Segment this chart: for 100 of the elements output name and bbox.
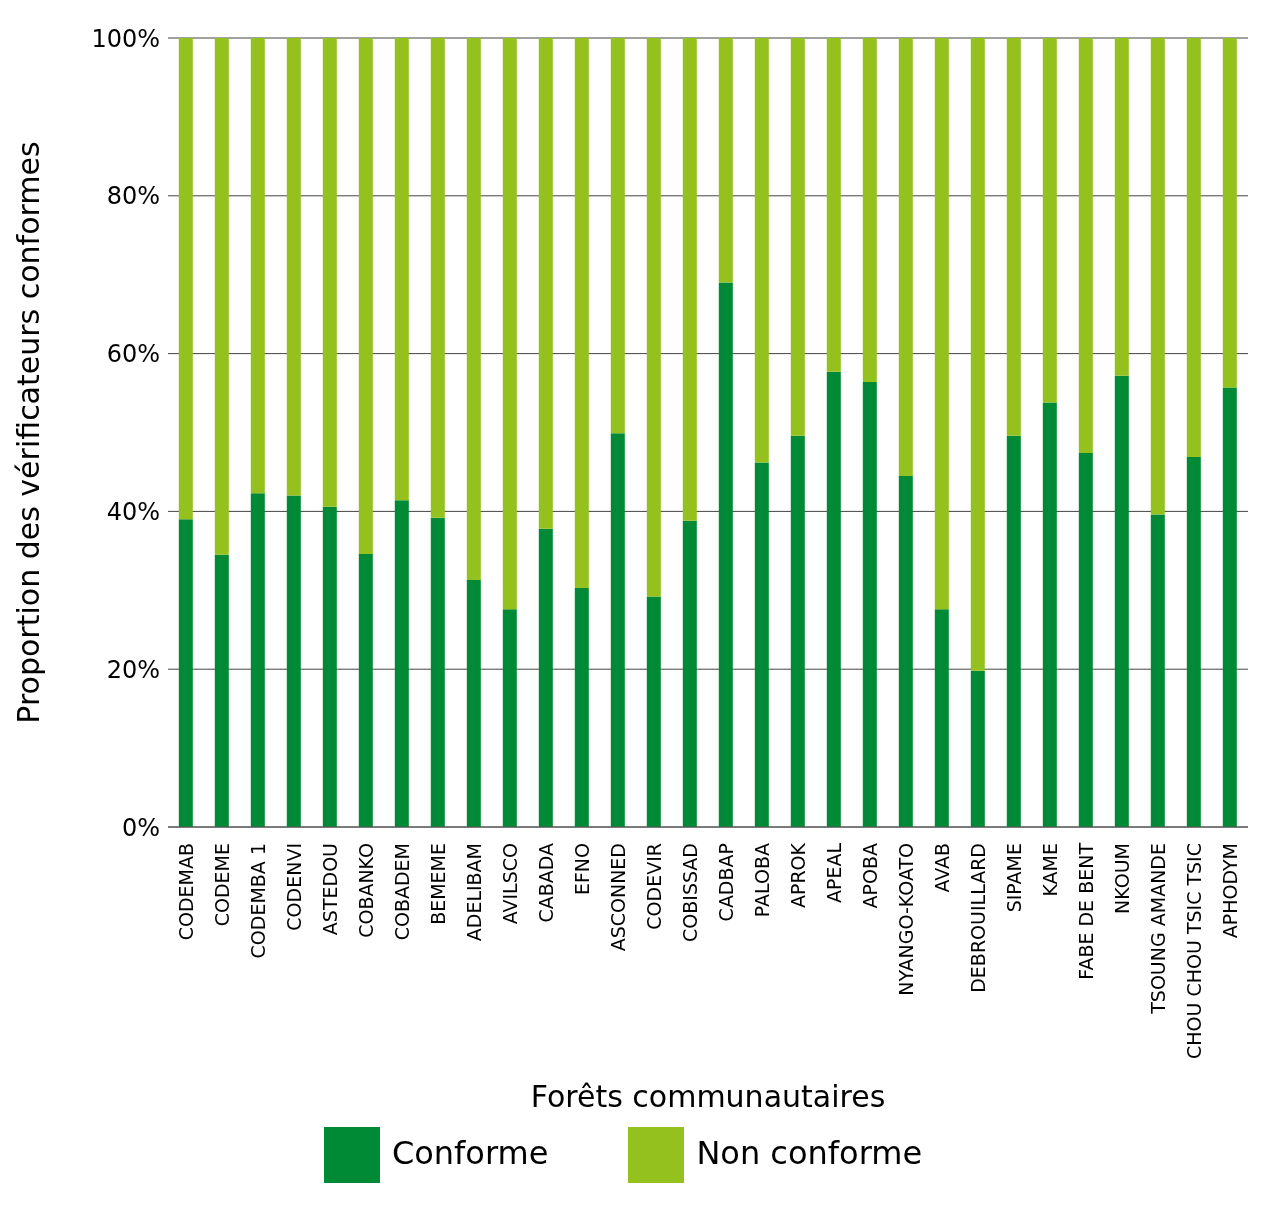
y-tick-label: 60%: [106, 340, 160, 369]
bar: [250, 493, 265, 827]
legend-label: Non conforme: [696, 1134, 923, 1172]
x-tick-label: ASCONNED: [607, 843, 629, 952]
x-axis-title: Forêts communautaires: [530, 1079, 886, 1114]
bar: [754, 38, 769, 463]
x-tick-label: NKOUM: [1111, 843, 1133, 914]
x-tick-label: CODEMAB: [175, 843, 197, 941]
bar: [1150, 514, 1165, 827]
bar: [1078, 38, 1093, 454]
bar: [538, 38, 553, 529]
bar: [754, 462, 769, 827]
bar: [646, 596, 661, 827]
bar: [322, 38, 337, 507]
y-tick-label: 40%: [106, 497, 160, 526]
x-tick-label: TSOUNG AMANDE: [1147, 843, 1169, 1015]
bar: [502, 38, 517, 610]
x-tick-label: APOBA: [859, 843, 881, 909]
bar: [574, 38, 589, 588]
bar: [934, 609, 949, 827]
y-tick-label: 0%: [121, 813, 160, 842]
bar: [538, 528, 553, 827]
bar: [214, 554, 229, 827]
bar: [322, 506, 337, 827]
bar: [682, 38, 697, 521]
x-tick-label: CABADA: [535, 843, 557, 923]
bar: [358, 554, 373, 827]
x-tick-label: NYANGO-KOATO: [895, 843, 917, 996]
bar: [682, 520, 697, 827]
bar: [1078, 453, 1093, 827]
bar: [718, 282, 733, 827]
legend-label: Conforme: [391, 1134, 549, 1172]
bar: [430, 38, 445, 518]
x-tick-label: CODEME: [211, 843, 233, 927]
bar: [1186, 38, 1201, 457]
bar: [250, 38, 265, 494]
x-tick-label: CODEMBA 1: [247, 843, 269, 959]
x-tick-label: COBISSAD: [679, 843, 701, 942]
x-tick-label: CADBAP: [715, 843, 737, 922]
bar: [178, 38, 193, 520]
y-tick-label: 20%: [106, 655, 160, 684]
bar: [1042, 38, 1057, 403]
bar: [1222, 38, 1237, 388]
x-tick-label: AVILSCO: [499, 843, 521, 925]
bar: [610, 433, 625, 827]
bar: [1114, 38, 1129, 376]
bar: [502, 609, 517, 827]
x-tick-label: FABE DE BENT: [1075, 842, 1097, 980]
bar: [1150, 38, 1165, 515]
y-axis-title: Proportion des vérificateurs conformes: [10, 141, 46, 724]
bar: [826, 371, 841, 827]
bar: [1114, 375, 1129, 827]
bar: [286, 38, 301, 496]
bar: [178, 519, 193, 827]
bar: [214, 38, 229, 555]
x-tick-label: PALOBA: [751, 843, 773, 918]
y-tick-label: 100%: [91, 24, 160, 53]
x-tick-label: DEBROUILLARD: [967, 843, 989, 993]
x-tick-label: COBADEM: [391, 843, 413, 941]
bar: [862, 38, 877, 382]
x-tick-label: SIPAME: [1003, 843, 1025, 913]
bar: [1006, 435, 1021, 827]
bar: [286, 495, 301, 827]
bar: [898, 38, 913, 476]
bar: [970, 38, 985, 671]
x-tick-label: APROK: [787, 842, 809, 909]
bar: [646, 38, 661, 597]
y-tick-label: 80%: [106, 182, 160, 211]
x-tick-label: APHODYM: [1219, 843, 1241, 939]
bar: [862, 382, 877, 827]
bar: [970, 670, 985, 827]
x-tick-label: COBANKO: [355, 843, 377, 938]
x-tick-label: CODENVI: [283, 843, 305, 931]
x-tick-label: BEMEME: [427, 843, 449, 925]
x-tick-label: CHOU CHOU TSIC TSIC: [1183, 843, 1205, 1060]
bar: [826, 38, 841, 372]
bar: [358, 38, 373, 555]
bar: [466, 580, 481, 827]
bar: [898, 475, 913, 827]
bar: [1186, 456, 1201, 827]
bar: [574, 587, 589, 827]
bar: [430, 517, 445, 827]
bar: [466, 38, 481, 581]
bar: [1222, 387, 1237, 827]
bar: [394, 500, 409, 827]
bar: [610, 38, 625, 434]
x-tick-label: KAME: [1039, 843, 1061, 897]
bar: [394, 38, 409, 501]
bar: [790, 38, 805, 436]
x-tick-label: CODEVIR: [643, 843, 665, 930]
bar: [718, 38, 733, 283]
x-tick-label: EFNO: [571, 843, 593, 896]
x-tick-label: ASTEDOU: [319, 843, 341, 936]
bar: [790, 435, 805, 827]
x-tick-label: AVAB: [931, 843, 953, 893]
x-tick-label: ADELIBAM: [463, 843, 485, 942]
bar: [934, 38, 949, 610]
bar: [1042, 402, 1057, 827]
x-tick-label: APEAL: [823, 842, 845, 904]
bar: [1006, 38, 1021, 436]
